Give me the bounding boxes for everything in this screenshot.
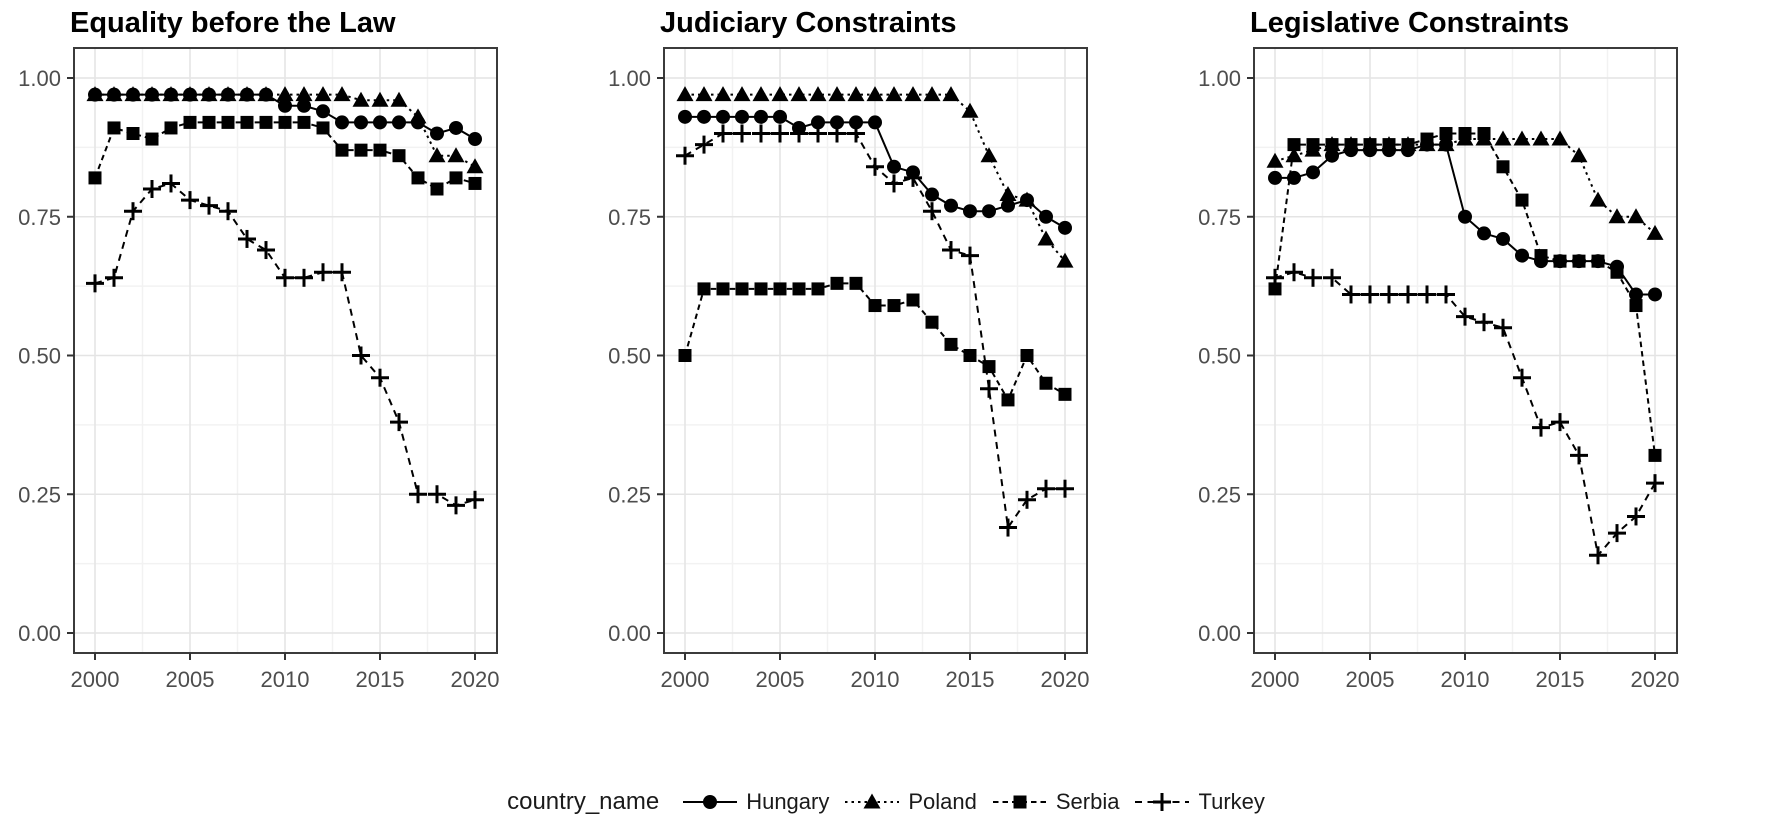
svg-text:0.75: 0.75 (18, 205, 61, 230)
svg-text:2020: 2020 (1041, 667, 1090, 692)
svg-text:0.50: 0.50 (608, 344, 651, 369)
svg-text:2005: 2005 (756, 667, 805, 692)
legend-label: Hungary (746, 789, 830, 814)
svg-text:2015: 2015 (1536, 667, 1585, 692)
panel-judiciary-constraints: Judiciary Constraints 0.00 0.25 0.50 0.75 1.… (590, 0, 1180, 696)
svg-text:2000: 2000 (71, 667, 120, 692)
chart-title: Equality before the Law (70, 7, 396, 39)
svg-text:2000: 2000 (661, 667, 710, 692)
svg-text:0.00: 0.00 (608, 621, 651, 646)
svg-text:2015: 2015 (946, 667, 995, 692)
legend-label: Serbia (1055, 789, 1120, 814)
svg-text:2015: 2015 (356, 667, 405, 692)
svg-text:0.25: 0.25 (1198, 482, 1241, 507)
line-chart-judiciary: 0.00 0.25 0.50 0.75 1.00 2000 2005 2010 2015 2020 (608, 47, 1090, 692)
legend-key-square-icon (992, 795, 1047, 809)
svg-text:0.50: 0.50 (1198, 344, 1241, 369)
legend-title: country_name (507, 788, 660, 815)
legend-item-hungary: Hungary (681, 789, 829, 815)
panel-equality-before-the-law: Equality before the Law 0.00 0.25 0.50 0.75… (0, 0, 590, 696)
svg-text:2010: 2010 (1441, 667, 1490, 692)
svg-text:2005: 2005 (1346, 667, 1395, 692)
svg-text:0.25: 0.25 (608, 482, 651, 507)
svg-text:0.00: 0.00 (1198, 621, 1241, 646)
svg-text:2020: 2020 (1631, 667, 1680, 692)
legend-item-serbia: Serbia (991, 789, 1120, 815)
legend-key-triangle-icon (845, 793, 900, 809)
svg-text:0.25: 0.25 (18, 482, 61, 507)
legend-item-poland: Poland (843, 789, 977, 815)
svg-text:2000: 2000 (1251, 667, 1300, 692)
svg-text:0.00: 0.00 (18, 621, 61, 646)
panel-legislative-constraints: Legislative Constraints 0.00 0.25 0.50 0.75… (1180, 0, 1770, 696)
legend: country_name Hungary Poland Serbia Turke… (0, 788, 1772, 816)
line-chart-legislative: 0.00 0.25 0.50 0.75 1.00 2000 2005 2010 2015 2020 (1198, 47, 1680, 692)
legend-key-circle-icon (683, 795, 738, 809)
svg-text:2005: 2005 (166, 667, 215, 692)
line-chart-equality: 0.00 0.25 0.50 0.75 1.00 2000 2005 2010 2015 2020 (18, 47, 500, 692)
legend-label: Turkey (1198, 789, 1265, 814)
svg-text:1.00: 1.00 (608, 66, 651, 91)
svg-text:1.00: 1.00 (18, 66, 61, 91)
svg-text:0.75: 0.75 (1198, 205, 1241, 230)
svg-text:2020: 2020 (451, 667, 500, 692)
legend-label: Poland (908, 789, 977, 814)
svg-text:2010: 2010 (851, 667, 900, 692)
svg-text:0.75: 0.75 (608, 205, 651, 230)
svg-text:1.00: 1.00 (1198, 66, 1241, 91)
chart-title: Legislative Constraints (1250, 7, 1570, 39)
svg-text:2010: 2010 (261, 667, 310, 692)
svg-text:0.50: 0.50 (18, 344, 61, 369)
chart-title: Judiciary Constraints (660, 7, 957, 39)
charts-row: Equality before the Law 0.00 0.25 0.50 0.75… (0, 0, 1770, 696)
legend-item-turkey: Turkey (1133, 789, 1265, 815)
legend-key-plus-icon (1135, 793, 1190, 811)
